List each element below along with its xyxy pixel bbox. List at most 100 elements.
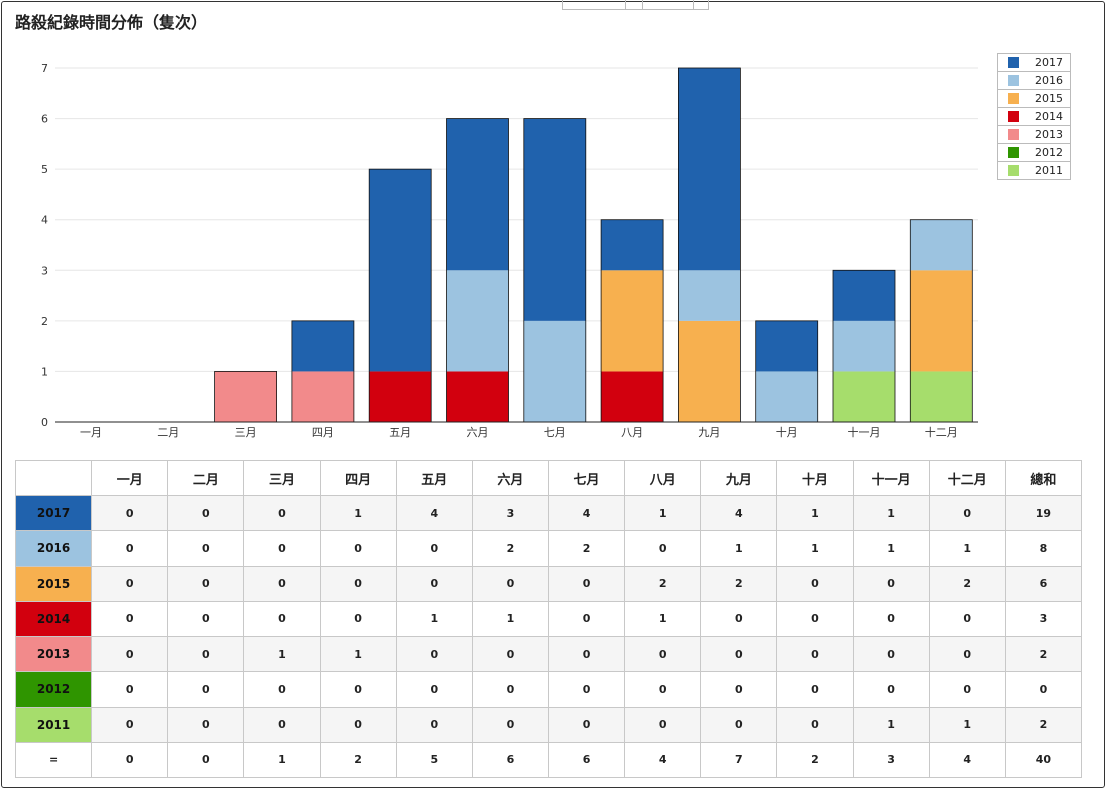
bar-segment <box>523 320 586 422</box>
table-cell: 0 <box>852 671 930 708</box>
table-cell: 0 <box>243 530 321 567</box>
total-cell: 7 <box>700 741 778 779</box>
total-cell: 2 <box>776 741 854 779</box>
total-cell: 0 <box>91 741 169 779</box>
table-cell: 0 <box>700 671 778 708</box>
legend-item[interactable]: 2011 <box>997 162 1071 180</box>
table-cell: 0 <box>167 635 245 673</box>
table-cell: 1 <box>395 600 473 638</box>
legend-label: 2014 <box>1035 110 1063 123</box>
table-cell: 0 <box>167 530 245 567</box>
legend-swatch <box>1008 111 1019 122</box>
row-year-label: 2011 <box>14 706 93 743</box>
column-header: 十二月 <box>928 460 1006 496</box>
total-cell: 40 <box>1004 741 1083 779</box>
table-cell: 0 <box>852 600 930 638</box>
table-cell: 2 <box>547 530 626 567</box>
table-cell: 0 <box>319 565 397 602</box>
table-cell: 0 <box>167 494 245 532</box>
table-cell: 0 <box>91 494 169 532</box>
legend-item[interactable]: 2012 <box>997 144 1071 162</box>
table-cell: 1 <box>243 635 321 673</box>
table-cell: 1 <box>852 530 930 567</box>
legend-item[interactable]: 2016 <box>997 72 1071 90</box>
table-cell: 0 <box>928 600 1006 638</box>
top-tab-strip <box>562 0 709 10</box>
legend-item[interactable]: 2014 <box>997 108 1071 126</box>
bar-segment <box>291 320 354 372</box>
legend-item[interactable]: 2013 <box>997 126 1071 144</box>
table-cell: 0 <box>776 706 854 743</box>
x-tick-label: 五月 <box>389 426 411 439</box>
bar-segment <box>910 270 973 372</box>
legend-label: 2012 <box>1035 146 1063 159</box>
row-year-label: 2012 <box>14 671 93 708</box>
table-cell: 0 <box>547 671 626 708</box>
data-table: 一月 二月 三月 四月 五月 六月 七月 八月 九月 十月 十一月 十二月 總和 2017 0 0 0 1 4 3 4… <box>14 460 1083 779</box>
legend-swatch <box>1008 93 1019 104</box>
table-cell: 0 <box>167 671 245 708</box>
column-header: 十月 <box>776 460 854 496</box>
bar-segment <box>291 371 354 422</box>
legend-swatch <box>1008 57 1019 68</box>
table-cell: 0 <box>471 635 549 673</box>
table-cell: 0 <box>776 565 854 602</box>
bar-segment <box>833 270 895 321</box>
legend-item[interactable]: 2017 <box>997 54 1071 72</box>
bar-segment <box>755 320 818 372</box>
table-cell: 0 <box>91 671 169 708</box>
column-header: 三月 <box>243 460 321 496</box>
table-cell: 3 <box>471 494 549 532</box>
table-cell: 0 <box>319 706 397 743</box>
bar-segment <box>523 118 586 321</box>
total-cell: 4 <box>624 741 702 779</box>
legend-label: 2016 <box>1035 74 1063 87</box>
table-cell: 0 <box>167 706 245 743</box>
total-row: = 0 0 1 2 5 6 6 4 7 2 3 4 40 <box>14 741 1083 779</box>
table-cell: 0 <box>319 671 397 708</box>
table-cell: 0 <box>852 565 930 602</box>
table-cell: 0 <box>243 565 321 602</box>
column-header: 八月 <box>624 460 702 496</box>
bar-segment <box>755 371 818 422</box>
table-cell: 1 <box>852 494 930 532</box>
table-cell: 0 <box>776 600 854 638</box>
table-cell: 0 <box>243 494 321 532</box>
top-tab[interactable] <box>693 0 709 10</box>
total-cell: 1 <box>243 741 321 779</box>
table-cell: 0 <box>547 565 626 602</box>
column-header: 一月 <box>91 460 169 496</box>
column-header: 七月 <box>547 460 626 496</box>
bar-segment <box>833 320 895 372</box>
x-tick-label: 十月 <box>776 425 798 439</box>
table-cell: 0 <box>700 635 778 673</box>
table-cell: 6 <box>1004 565 1083 602</box>
row-year-label: 2015 <box>14 565 93 602</box>
table-cell: 0 <box>547 706 626 743</box>
legend-label: 2015 <box>1035 92 1063 105</box>
table-corner-cell <box>14 460 93 496</box>
table-cell: 0 <box>167 565 245 602</box>
table-cell: 2 <box>1004 706 1083 743</box>
table-cell: 0 <box>395 671 473 708</box>
total-cell: 6 <box>547 741 626 779</box>
table-cell: 0 <box>928 494 1006 532</box>
bar-segment <box>214 371 277 422</box>
legend-swatch <box>1008 129 1019 140</box>
total-cell: 0 <box>167 741 245 779</box>
bar-segment <box>446 118 509 271</box>
table-cell: 0 <box>700 706 778 743</box>
bar-segment <box>446 371 509 422</box>
table-cell: 0 <box>471 671 549 708</box>
legend-item[interactable]: 2015 <box>997 90 1071 108</box>
stacked-bar-chart: 0 1 2 3 4 5 6 7 一月 二月 三月 四月 五月 六月 七月 八月 九月 十月 十一月 十二月 <box>41 62 978 439</box>
table-cell: 0 <box>319 530 397 567</box>
row-year-label: 2016 <box>14 530 93 567</box>
y-tick-label: 0 <box>41 416 48 429</box>
table-cell: 0 <box>319 600 397 638</box>
table-cell: 0 <box>624 671 702 708</box>
x-tick-label: 二月 <box>157 426 179 439</box>
column-header: 六月 <box>471 460 549 496</box>
total-cell: 5 <box>395 741 473 779</box>
table-cell: 1 <box>928 706 1006 743</box>
